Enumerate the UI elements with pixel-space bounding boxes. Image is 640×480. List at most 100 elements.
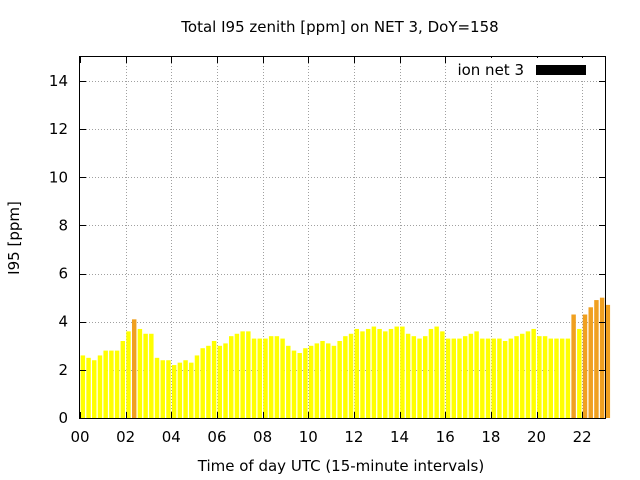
y-tick-label: 4 xyxy=(58,313,68,331)
bar xyxy=(189,362,194,418)
bar xyxy=(286,345,291,418)
bar xyxy=(594,300,599,418)
bar xyxy=(229,336,234,418)
bar xyxy=(588,307,593,418)
bar xyxy=(468,333,474,418)
bar xyxy=(480,338,485,418)
bar xyxy=(394,326,399,418)
bar xyxy=(525,331,531,418)
x-tick-label: 10 xyxy=(299,428,318,446)
bar xyxy=(451,338,456,418)
bar xyxy=(154,357,160,418)
bar xyxy=(234,333,240,418)
bar xyxy=(383,331,388,418)
bar xyxy=(171,365,177,418)
bar xyxy=(428,328,434,418)
bar xyxy=(200,348,205,418)
bar xyxy=(542,336,548,418)
bar xyxy=(354,328,359,418)
bar xyxy=(280,338,285,418)
y-tick-label: 14 xyxy=(49,72,68,90)
y-axis-label: I95 [ppm] xyxy=(5,201,23,275)
y-tick-label: 8 xyxy=(58,216,68,234)
bar xyxy=(565,338,571,418)
bar xyxy=(360,331,365,418)
bar xyxy=(109,350,114,418)
bar xyxy=(388,328,394,418)
bar xyxy=(400,326,405,418)
bar xyxy=(571,314,576,418)
x-tick-labels: 00 02 04 06 08 10 12 14 16 18 20 22 xyxy=(70,428,591,446)
bar xyxy=(80,355,86,418)
bar xyxy=(423,336,428,418)
bar xyxy=(554,338,559,418)
bar xyxy=(605,304,611,418)
bar xyxy=(217,345,223,418)
bar xyxy=(183,360,188,418)
plot-frame xyxy=(79,56,606,419)
bar xyxy=(445,338,451,418)
bar xyxy=(268,336,274,418)
x-tick-label: 00 xyxy=(70,428,89,446)
bar xyxy=(303,348,308,418)
bar xyxy=(462,336,468,418)
y-tick-label: 2 xyxy=(58,361,68,379)
bar xyxy=(92,360,97,418)
bar xyxy=(405,333,411,418)
bar xyxy=(246,331,251,418)
bar xyxy=(103,350,108,418)
bar xyxy=(177,362,183,418)
x-tick-label: 04 xyxy=(162,428,181,446)
bar xyxy=(348,333,354,418)
y-tick-label: 0 xyxy=(58,409,68,427)
x-tick-label: 22 xyxy=(573,428,592,446)
bar xyxy=(143,333,148,418)
x-tick-label: 02 xyxy=(116,428,135,446)
bar xyxy=(497,338,502,418)
bar xyxy=(263,338,268,418)
bar xyxy=(211,340,217,418)
bar xyxy=(502,340,508,418)
bar xyxy=(137,328,143,418)
bar xyxy=(485,338,491,418)
bar xyxy=(440,331,445,418)
x-tick-label: 08 xyxy=(253,428,272,446)
bar xyxy=(331,345,337,418)
y-tick-label: 10 xyxy=(49,168,68,186)
bar xyxy=(531,328,536,418)
x-tick-label: 12 xyxy=(344,428,363,446)
legend: ion net 3 xyxy=(446,58,598,80)
x-tick-label: 14 xyxy=(390,428,409,446)
bar xyxy=(377,328,382,418)
bar xyxy=(537,336,542,418)
bar xyxy=(240,331,245,418)
bar xyxy=(508,338,514,418)
bar xyxy=(320,340,325,418)
bar xyxy=(291,350,297,418)
bar xyxy=(417,338,422,418)
bar xyxy=(206,345,211,418)
bar xyxy=(274,336,280,418)
bar xyxy=(548,338,554,418)
y-tick-label: 12 xyxy=(49,120,68,138)
chart-title: Total I95 zenith [ppm] on NET 3, DoY=158 xyxy=(180,18,498,36)
legend-swatch xyxy=(536,65,586,75)
bar xyxy=(411,336,417,418)
bar xyxy=(491,338,496,418)
bar xyxy=(194,355,200,418)
bar xyxy=(326,343,331,418)
bars xyxy=(80,297,611,418)
x-tick-label: 20 xyxy=(527,428,546,446)
bar xyxy=(114,350,120,418)
bar xyxy=(149,333,154,418)
bar xyxy=(308,345,314,418)
bar xyxy=(599,297,605,418)
bar xyxy=(434,326,439,418)
bar xyxy=(514,336,519,418)
bar xyxy=(474,331,479,418)
y-tick-labels: 0 2 4 6 8 10 12 14 xyxy=(49,72,68,427)
bar xyxy=(126,331,131,418)
bar xyxy=(97,355,103,418)
bar xyxy=(577,328,582,418)
